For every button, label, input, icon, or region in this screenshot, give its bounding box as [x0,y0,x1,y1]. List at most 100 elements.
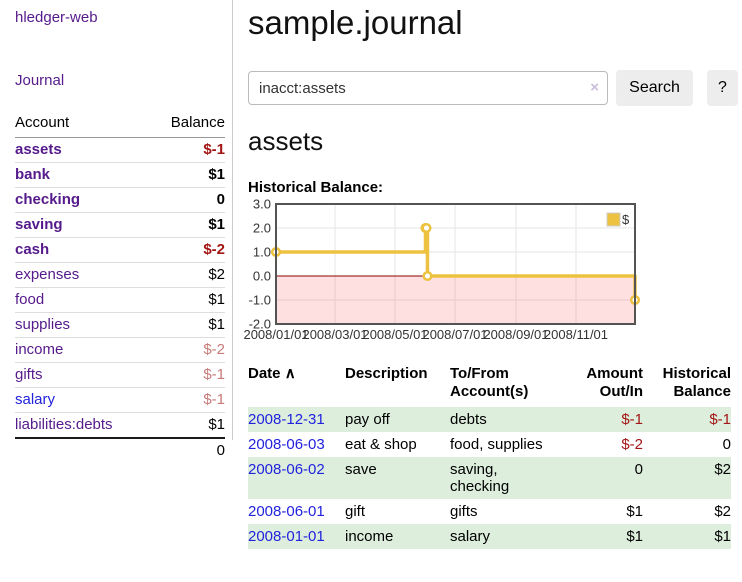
account-row-bank: bank $1 [15,162,225,188]
account-balance-table: Account Balance assets $-1 bank $1 check… [15,112,225,463]
transaction-accounts: salary [450,528,491,545]
svg-text:2008/05/01: 2008/05/01 [362,327,427,342]
main-content: sample.journal × Search ? assets Histori… [243,0,742,549]
account-balance: 0 [216,191,225,208]
transaction-accounts: gifts [450,503,478,520]
account-link[interactable]: expenses [15,266,80,283]
transaction-balance: $-1 [709,411,731,428]
transaction-accounts: food, supplies [450,436,543,453]
transaction-description: eat & shop [345,436,417,453]
svg-text:2008/11/01: 2008/11/01 [544,327,608,342]
transaction-accounts: debts [450,411,487,428]
search-bar: × Search ? [248,70,742,106]
balance-total-row: 0 [15,437,225,463]
svg-text:-1.0: -1.0 [249,293,271,308]
account-link[interactable]: food [15,291,45,308]
account-link[interactable]: checking [15,191,81,208]
transaction-balance: $2 [714,461,731,478]
account-link[interactable]: liabilities:debts [15,416,113,433]
accounts-column-header: To/From Account(s) [450,365,529,400]
register-row: 2008-12-31 pay off debts $-1 $-1 [248,407,731,432]
account-balance: $1 [208,416,225,433]
account-link[interactable]: salary [15,391,56,408]
account-row-income: income $-2 [15,337,225,363]
search-button[interactable]: Search [616,70,693,106]
balance-column-header: Historical Balance [662,365,731,400]
svg-text:3.0: 3.0 [253,197,271,212]
transaction-date-link[interactable]: 2008-06-01 [248,503,325,520]
account-balance: $1 [208,216,225,233]
transaction-accounts: saving, checking [450,461,510,495]
account-link[interactable]: income [15,341,64,358]
clear-search-icon[interactable]: × [590,79,599,96]
transaction-date-link[interactable]: 2008-01-01 [248,528,325,545]
account-link[interactable]: cash [15,241,50,258]
account-row-salary: salary $-1 [15,387,225,413]
account-page-title: assets [248,126,324,156]
transaction-description: save [345,461,377,478]
account-balance: $1 [208,166,225,183]
svg-text:0.0: 0.0 [253,269,271,284]
transaction-amount: $1 [626,528,643,545]
account-row-cash: cash $-2 [15,237,225,263]
description-column-header: Description [345,365,428,382]
sidebar-item-journal[interactable]: Journal [15,72,65,89]
account-link[interactable]: saving [15,216,63,233]
account-balance: $-1 [203,366,225,383]
register-table: Date ∧ Description To/From Account(s) Am… [248,362,731,549]
transaction-amount: 0 [634,461,643,478]
account-row-liabilities-debts: liabilities:debts $1 [15,412,225,439]
svg-text:2008/03/01: 2008/03/01 [302,327,367,342]
transaction-amount: $-1 [621,411,643,428]
page-title: sample.journal [248,4,463,41]
transaction-amount: $1 [626,503,643,520]
account-link[interactable]: bank [15,166,51,183]
transaction-description: income [345,528,394,545]
svg-text:$: $ [622,212,630,227]
account-row-expenses: expenses $2 [15,262,225,288]
account-balance: $-2 [203,241,225,258]
account-balance: $1 [208,316,225,333]
svg-text:1.0: 1.0 [253,245,271,260]
account-row-saving: saving $1 [15,212,225,238]
transaction-date-link[interactable]: 2008-12-31 [248,411,325,428]
account-row-assets: assets $-1 [15,138,225,163]
register-row: 2008-06-02 save saving, checking 0 $2 [248,457,731,499]
date-column-header[interactable]: Date ∧ [248,365,296,382]
sidebar: hledger-web Journal Account Balance asse… [0,0,232,463]
amount-column-header: Amount Out/In [586,365,643,400]
app-brand-link[interactable]: hledger-web [15,9,98,26]
register-row: 2008-06-01 gift gifts $1 $2 [248,499,731,524]
account-balance: $1 [208,291,225,308]
search-input[interactable] [248,71,608,105]
account-link[interactable]: assets [15,141,62,158]
help-button[interactable]: ? [707,70,738,106]
account-balance: $-1 [203,141,225,158]
account-balance: $-1 [203,391,225,408]
account-link[interactable]: gifts [15,366,43,383]
account-row-food: food $1 [15,287,225,313]
transaction-balance: $2 [714,503,731,520]
balance-total: 0 [149,437,225,463]
chart-canvas: $3.0 2.0 1.0 0.0 -1.0 -2.02008/01/012008/03/0… [243,197,641,342]
account-balance: $-2 [203,341,225,358]
historical-balance-chart: $3.0 2.0 1.0 0.0 -1.0 -2.0 2008/01/01 2008/03/0… [243,197,728,346]
transaction-date-link[interactable]: 2008-06-02 [248,461,325,478]
svg-text:2008/09/01: 2008/09/01 [483,327,548,342]
svg-text:2.0: 2.0 [253,221,271,236]
account-balance: $2 [208,266,225,283]
transaction-description: gift [345,503,366,520]
account-row-gifts: gifts $-1 [15,362,225,388]
account-link[interactable]: supplies [15,316,71,333]
balance-column-header: Balance [149,112,225,138]
transaction-date-link[interactable]: 2008-06-03 [248,436,325,453]
account-column-header: Account [15,112,150,138]
svg-text:-2.0: -2.0 [249,317,271,332]
register-header-row: Date ∧ Description To/From Account(s) Am… [248,362,731,407]
transaction-balance: 0 [722,436,731,453]
svg-text:2008/07/01: 2008/07/01 [422,327,487,342]
transaction-description: pay off [345,411,390,428]
transaction-amount: $-2 [621,436,643,453]
transaction-balance: $1 [714,528,731,545]
register-row: 2008-06-03 eat & shop food, supplies $-2… [248,432,731,457]
